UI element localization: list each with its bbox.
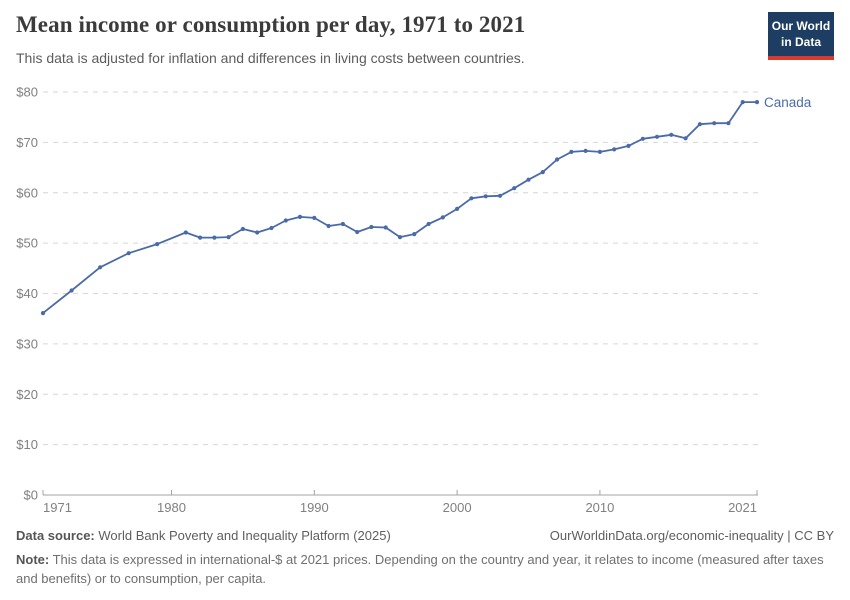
note-text: This data is expressed in international-…	[16, 551, 824, 586]
y-axis-tick-label: $60	[16, 185, 38, 200]
owid-logo[interactable]: Our World in Data	[768, 12, 834, 61]
data-point[interactable]	[569, 149, 574, 154]
y-axis-tick-label: $70	[16, 135, 38, 150]
data-point[interactable]	[426, 221, 431, 227]
note-label: Note:	[16, 551, 50, 567]
data-point[interactable]	[497, 193, 503, 198]
data-point[interactable]	[754, 100, 760, 105]
data-point[interactable]	[740, 100, 745, 105]
data-point[interactable]	[469, 196, 474, 201]
data-point[interactable]	[440, 215, 445, 220]
y-axis-tick-label: $20	[16, 387, 38, 402]
data-source-value: World Bank Poverty and Inequality Platfo…	[98, 528, 391, 543]
entity-label[interactable]: Canada	[764, 95, 812, 110]
data-point[interactable]	[297, 214, 303, 219]
data-point[interactable]	[654, 134, 660, 139]
data-point[interactable]	[640, 136, 645, 141]
x-axis-tick-label: 1971	[43, 500, 72, 515]
data-source-label: Data source:	[16, 528, 95, 543]
x-axis: 1971 1980 1990 2000 2010 2021	[42, 490, 758, 515]
data-point[interactable]	[612, 147, 617, 152]
data-point[interactable]	[526, 177, 531, 182]
data-point[interactable]	[240, 226, 245, 232]
data-point[interactable]	[455, 206, 460, 211]
data-point[interactable]	[483, 194, 488, 199]
data-point[interactable]	[355, 229, 360, 235]
data-point[interactable]	[155, 242, 160, 247]
data-point[interactable]	[397, 235, 403, 240]
data-point[interactable]	[626, 143, 631, 148]
data-point[interactable]	[283, 218, 288, 223]
data-point[interactable]	[198, 235, 203, 240]
chart-title: Mean income or consumption per day, 1971…	[16, 12, 526, 37]
data-point[interactable]	[369, 224, 374, 230]
x-axis-tick-label: 1990	[300, 500, 329, 515]
series-canada[interactable]: Canada	[40, 95, 812, 316]
chart-footer: Data source: World Bank Poverty and Ineq…	[16, 527, 834, 589]
x-axis-tick-label: 2021	[728, 500, 757, 515]
data-point[interactable]	[312, 215, 317, 220]
data-point[interactable]	[597, 149, 603, 154]
data-point[interactable]	[583, 148, 588, 153]
data-point[interactable]	[712, 121, 717, 126]
data-point[interactable]	[540, 170, 545, 175]
owid-logo-line2: in Data	[780, 34, 821, 49]
y-axis-tick-label: $40	[16, 286, 38, 301]
data-point[interactable]	[98, 265, 103, 270]
data-point[interactable]	[69, 288, 74, 293]
data-source: Data source: World Bank Poverty and Ineq…	[16, 527, 391, 546]
attribution-link[interactable]: OurWorldinData.org/economic-inequality |…	[549, 528, 834, 543]
y-axis-tick-label: $30	[16, 336, 38, 351]
data-point[interactable]	[40, 311, 46, 316]
data-point[interactable]	[726, 121, 731, 126]
data-point[interactable]	[326, 223, 331, 229]
chart-subtitle: This data is adjusted for inflation and …	[16, 50, 525, 66]
owid-logo-line1: Our World	[771, 19, 831, 33]
data-point[interactable]	[340, 221, 345, 227]
y-axis-tick-label: $10	[16, 437, 38, 452]
y-axis-tick-label: $80	[16, 85, 38, 100]
data-point[interactable]	[512, 186, 517, 191]
x-axis-tick-label: 1980	[157, 500, 186, 515]
data-point[interactable]	[212, 235, 217, 240]
data-point[interactable]	[269, 225, 274, 231]
data-point[interactable]	[669, 132, 674, 137]
y-axis-tick-label: $50	[16, 236, 38, 251]
y-gridlines: $0 $10 $20 $30 $40 $50 $60 $70 $80	[16, 85, 758, 503]
data-point[interactable]	[697, 122, 703, 127]
line-chart[interactable]: $0 $10 $20 $30 $40 $50 $60 $70 $80 1971 1980 1990 20…	[0, 78, 850, 520]
data-point[interactable]	[226, 235, 231, 240]
data-point[interactable]	[255, 230, 260, 235]
chart-note: Note: This data is expressed in internat…	[16, 551, 834, 589]
data-point[interactable]	[183, 230, 188, 235]
data-point[interactable]	[555, 157, 560, 162]
data-point[interactable]	[126, 251, 131, 256]
x-axis-tick-label: 2000	[443, 500, 472, 515]
x-axis-tick-label: 2010	[585, 500, 614, 515]
data-point[interactable]	[383, 225, 388, 230]
y-axis-tick-label: $0	[24, 488, 38, 503]
series-line[interactable]	[42, 101, 758, 314]
data-point[interactable]	[683, 136, 688, 141]
data-point[interactable]	[412, 232, 417, 237]
